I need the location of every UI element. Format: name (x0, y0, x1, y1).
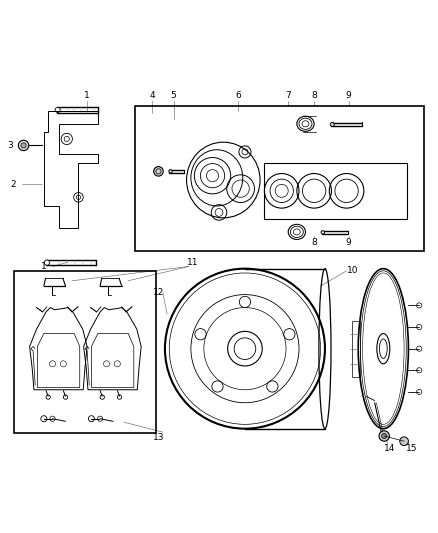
Text: 1: 1 (84, 91, 90, 100)
Text: 6: 6 (236, 91, 241, 100)
Bar (134, 107, 424, 252)
Text: 14: 14 (384, 445, 396, 454)
Text: 7: 7 (285, 91, 291, 100)
Text: 8: 8 (311, 238, 317, 247)
Text: 3: 3 (8, 141, 14, 150)
Text: 8: 8 (311, 91, 317, 100)
Text: 9: 9 (346, 238, 352, 247)
Circle shape (55, 107, 60, 112)
Text: 12: 12 (153, 288, 164, 297)
Circle shape (21, 143, 26, 148)
Text: 2: 2 (11, 180, 16, 189)
Bar (352, 320, 360, 377)
Text: 10: 10 (347, 266, 359, 276)
Text: 4: 4 (149, 91, 155, 100)
Circle shape (400, 437, 408, 446)
Circle shape (169, 169, 172, 173)
Bar (265, 163, 407, 219)
Text: 1: 1 (41, 262, 47, 271)
Text: 5: 5 (171, 91, 177, 100)
Circle shape (330, 123, 334, 126)
Text: 9: 9 (346, 91, 352, 100)
Bar (14, 271, 156, 433)
Text: 11: 11 (187, 257, 199, 266)
Circle shape (44, 260, 49, 265)
Circle shape (18, 140, 29, 151)
Text: 15: 15 (406, 445, 417, 454)
Circle shape (321, 231, 325, 234)
Circle shape (379, 431, 389, 441)
Circle shape (154, 167, 163, 176)
Text: 13: 13 (153, 433, 164, 442)
Circle shape (381, 433, 387, 439)
